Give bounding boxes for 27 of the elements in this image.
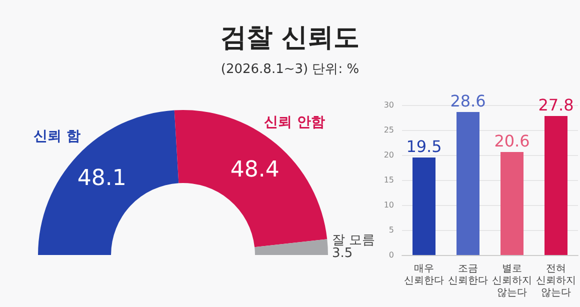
data-label: 20.6	[494, 132, 530, 150]
slice-label: 잘 모름	[332, 233, 376, 248]
data-label: 3.5	[332, 246, 353, 261]
x-tick-label: 조금 신뢰한다	[448, 264, 488, 286]
slice-label: 신뢰 함	[34, 128, 81, 144]
x-tick-label: 전혀 신뢰하지 않는다	[536, 264, 576, 298]
chart-title: 검찰 신뢰도	[219, 22, 361, 55]
data-label: 27.8	[538, 96, 574, 114]
y-tick-label: 30	[384, 100, 394, 110]
data-label: 48.1	[77, 166, 126, 192]
y-tick-label: 15	[384, 176, 394, 184]
data-label: 48.4	[230, 157, 280, 182]
bar	[500, 152, 524, 255]
bar	[412, 158, 436, 255]
x-tick-label: 매우 신뢰한다	[404, 264, 444, 286]
y-tick-label: 25	[384, 126, 394, 134]
x-tick-label: 별로 신뢰하지 않는다	[492, 264, 532, 298]
y-tick-label: 10	[384, 200, 394, 210]
y-tick-label: 0	[388, 250, 394, 260]
data-label: 28.6	[450, 92, 486, 110]
y-tick-label: 5	[388, 226, 394, 234]
bar	[544, 116, 568, 255]
chart-subtitle: (2026.8.1~3) 단위: %	[220, 61, 360, 78]
y-tick-label: 20	[384, 150, 394, 160]
data-label: 19.5	[406, 137, 442, 156]
bar	[456, 112, 480, 255]
slice-label: 신뢰 안함	[264, 114, 325, 131]
